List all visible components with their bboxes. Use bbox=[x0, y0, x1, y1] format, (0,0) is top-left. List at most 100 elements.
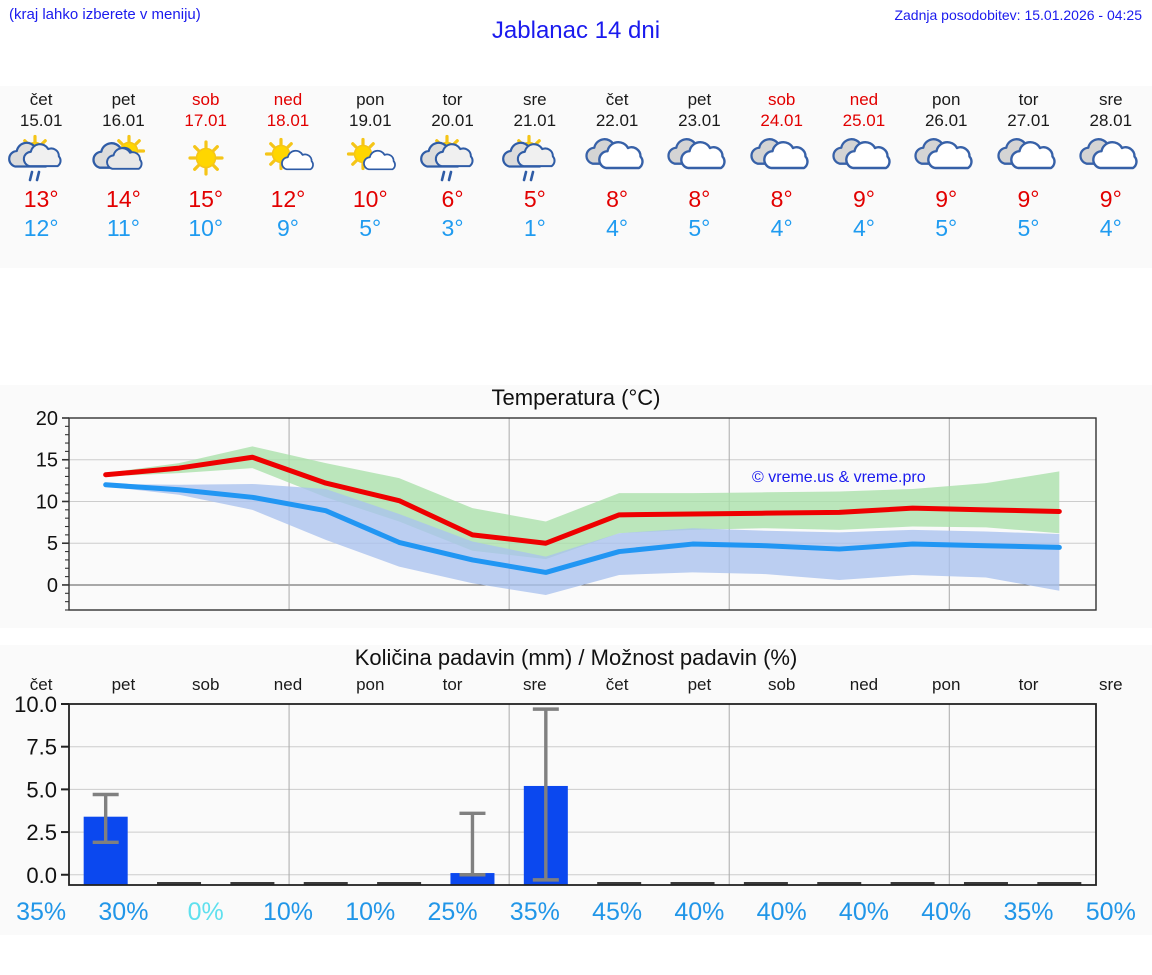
day-temp-max: 9° bbox=[1099, 186, 1122, 212]
precipitation-day-label: pon bbox=[356, 675, 385, 694]
day-temp-min: 11° bbox=[106, 215, 140, 241]
last-updated-text: Zadnja posodobitev: 15.01.2026 - 04:25 bbox=[894, 7, 1142, 23]
sun-icon bbox=[169, 134, 243, 182]
day-temp-min: 5° bbox=[935, 215, 958, 241]
menu-hint-text: (kraj lahko izberete v meniju) bbox=[9, 6, 201, 23]
sun-cloud-rain-icon bbox=[498, 134, 572, 182]
precipitation-day-label: čet bbox=[29, 675, 53, 694]
precipitation-day-label: tor bbox=[1018, 675, 1039, 694]
forecast-day-column[interactable]: tor 27.01 9° 5° bbox=[987, 86, 1069, 268]
day-date: 19.01 bbox=[348, 111, 392, 130]
forecast-day-column[interactable]: sre 21.01 5° 1° bbox=[494, 86, 576, 268]
precipitation-day-labels: čet pet sob ned pon tor sre čet pet sob ned pon tor s… bbox=[0, 675, 1152, 697]
day-date: 21.01 bbox=[513, 111, 557, 130]
day-date: 15.01 bbox=[19, 111, 63, 130]
day-date: 18.01 bbox=[266, 111, 310, 130]
day-date: 25.01 bbox=[842, 111, 886, 130]
precipitation-day-label: pet bbox=[687, 675, 712, 694]
forecast-day-column[interactable]: sre 28.01 9° 4° bbox=[1070, 86, 1152, 268]
precipitation-probability: 10% bbox=[262, 898, 313, 926]
day-temp-max: 14° bbox=[106, 186, 141, 212]
day-name: sre bbox=[1098, 90, 1123, 109]
precipitation-probability: 10% bbox=[345, 898, 396, 926]
forecast-day-column[interactable]: tor 20.01 6° 3° bbox=[411, 86, 493, 268]
precipitation-chart-svg: 0.0 2.5 5.0 7.5 10.0 bbox=[14, 692, 1097, 888]
day-temp-max: 9° bbox=[852, 186, 875, 212]
top-bar: (kraj lahko izberete v meniju) Jablanac … bbox=[0, 0, 1152, 48]
day-name: pet bbox=[111, 90, 136, 109]
svg-text:5.0: 5.0 bbox=[26, 777, 57, 802]
precipitation-day-label: sre bbox=[523, 675, 547, 694]
forecast-day-column[interactable]: sob 24.01 8° 4° bbox=[741, 86, 823, 268]
precipitation-day-label: ned bbox=[273, 675, 303, 694]
svg-text:0.0: 0.0 bbox=[26, 863, 57, 888]
precipitation-probability: 40% bbox=[921, 898, 972, 926]
day-name: pet bbox=[687, 90, 712, 109]
day-temp-min: 5° bbox=[688, 215, 711, 241]
forecast-day-column[interactable]: pon 19.01 10° 5° bbox=[329, 86, 411, 268]
day-temp-min: 4° bbox=[852, 215, 875, 241]
svg-text:5: 5 bbox=[47, 533, 58, 555]
precipitation-probability: 40% bbox=[838, 898, 889, 926]
day-temp-min: 9° bbox=[276, 215, 299, 241]
precipitation-day-label: sob bbox=[767, 675, 796, 694]
sun-smallcloud-icon bbox=[251, 134, 325, 182]
svg-text:2.5: 2.5 bbox=[26, 820, 57, 845]
day-temp-min: 3° bbox=[441, 215, 464, 241]
forecast-day-column[interactable]: ned 18.01 12° 9° bbox=[247, 86, 329, 268]
day-name: pon bbox=[932, 90, 961, 109]
day-temp-min: 5° bbox=[1017, 215, 1040, 241]
day-temp-max: 15° bbox=[188, 186, 224, 212]
day-name: ned bbox=[273, 90, 303, 109]
overcast-icon bbox=[745, 134, 819, 182]
day-temp-max: 8° bbox=[770, 186, 793, 212]
day-date: 17.01 bbox=[184, 111, 227, 130]
svg-text:15: 15 bbox=[36, 450, 58, 472]
forecast-day-column[interactable]: pet 23.01 8° 5° bbox=[658, 86, 740, 268]
day-date: 22.01 bbox=[595, 111, 639, 130]
forecast-day-column[interactable]: čet 22.01 8° 4° bbox=[576, 86, 658, 268]
precipitation-probability: 50% bbox=[1085, 898, 1136, 926]
day-temp-max: 8° bbox=[688, 186, 711, 212]
day-date: 24.01 bbox=[760, 111, 803, 130]
sun-cloud-icon bbox=[86, 134, 160, 182]
day-name: sre bbox=[523, 90, 547, 109]
day-name: sob bbox=[191, 90, 220, 109]
forecast-day-column[interactable]: pet 16.01 14° 11° bbox=[82, 86, 164, 268]
forecast-day-column[interactable]: čet 15.01 13° 12° bbox=[0, 86, 82, 268]
forecast-day-column[interactable]: sob 17.01 15° 10° bbox=[165, 86, 247, 268]
temperature-chart-panel: Temperatura (°C) 0 5 10 15 20 © vreme.us & v… bbox=[0, 385, 1152, 628]
day-date: 16.01 bbox=[102, 111, 145, 130]
day-temp-min: 4° bbox=[770, 215, 793, 241]
precipitation-day-label: sre bbox=[1098, 675, 1123, 694]
precipitation-probability: 35% bbox=[1003, 898, 1054, 926]
precipitation-chart-panel: Količina padavin (mm) / Možnost padavin … bbox=[0, 645, 1152, 935]
precipitation-day-label: sob bbox=[191, 675, 220, 694]
day-name: ned bbox=[849, 90, 879, 109]
day-temp-max: 6° bbox=[441, 186, 464, 212]
day-date: 20.01 bbox=[431, 111, 474, 130]
forecast-day-column[interactable]: pon 26.01 9° 5° bbox=[905, 86, 987, 268]
overcast-icon bbox=[909, 134, 983, 182]
precipitation-day-label: ned bbox=[849, 675, 879, 694]
svg-text:20: 20 bbox=[36, 408, 58, 430]
precipitation-probability: 25% bbox=[427, 898, 478, 926]
day-name: tor bbox=[442, 90, 463, 109]
precipitation-probability: 35% bbox=[16, 898, 67, 926]
svg-text:0: 0 bbox=[47, 575, 58, 597]
forecast-day-column[interactable]: ned 25.01 9° 4° bbox=[823, 86, 905, 268]
day-name: čet bbox=[29, 90, 53, 109]
day-temp-min: 1° bbox=[523, 215, 546, 241]
day-name: pon bbox=[356, 90, 385, 109]
day-temp-max: 9° bbox=[935, 186, 958, 212]
day-name: tor bbox=[1018, 90, 1039, 109]
sun-cloud-rain-icon bbox=[4, 134, 78, 182]
day-temp-min: 10° bbox=[188, 215, 224, 241]
precipitation-probability: 30% bbox=[98, 898, 149, 926]
precipitation-probability: 40% bbox=[756, 898, 807, 926]
day-temp-max: 10° bbox=[352, 186, 388, 212]
day-date: 26.01 bbox=[924, 111, 968, 130]
overcast-icon bbox=[662, 134, 736, 182]
page-title: Jablanac 14 dni bbox=[491, 17, 661, 44]
precipitation-probability: 0% bbox=[187, 898, 224, 926]
